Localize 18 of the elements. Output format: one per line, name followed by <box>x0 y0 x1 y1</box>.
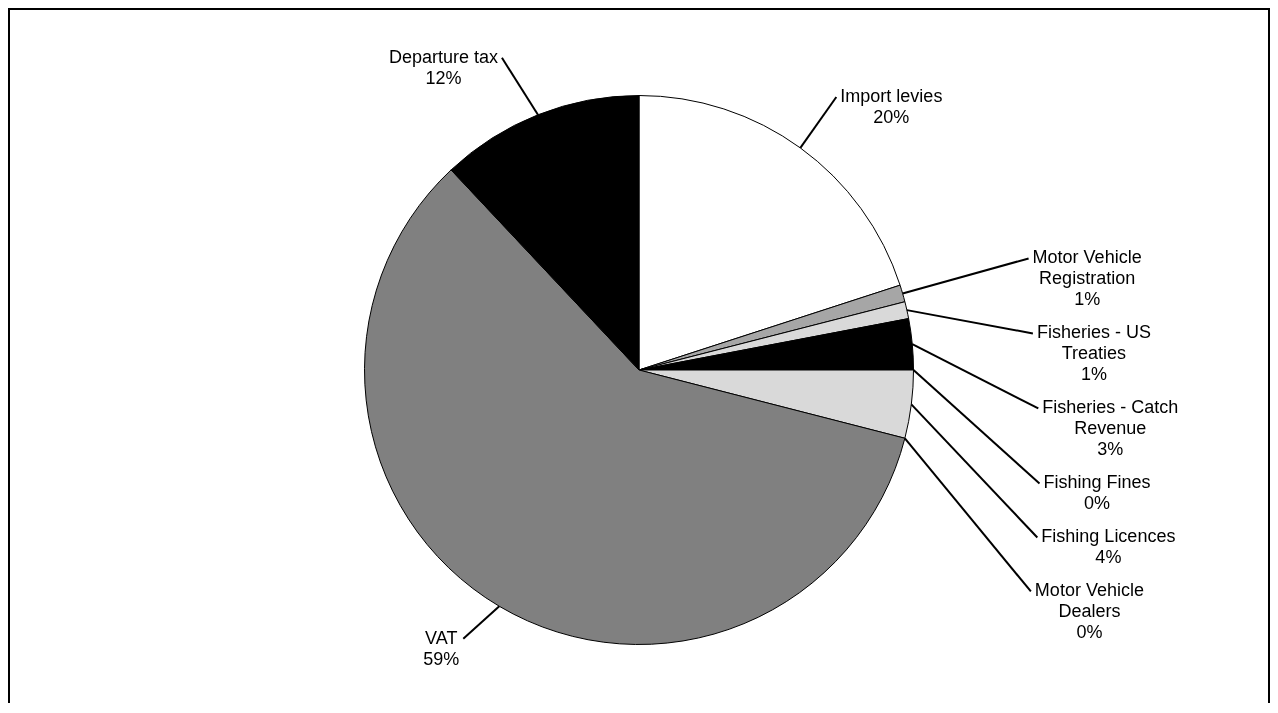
slice-label: Fisheries - Catch Revenue <box>1042 397 1179 439</box>
slice-label: Departure tax <box>388 46 498 67</box>
data-label: 4% <box>1095 547 1122 568</box>
category-label: Motor Vehicle Dealers <box>1034 580 1144 622</box>
slice-label: Fisheries - US Treaties <box>1036 322 1151 364</box>
data-label: 1% <box>1074 289 1101 310</box>
data-label: 3% <box>1097 439 1124 460</box>
data-label: 59% <box>423 648 460 669</box>
text: 0% <box>1084 493 1111 514</box>
data-label: 1% <box>1080 364 1107 385</box>
data-label: 12% <box>425 67 462 88</box>
slice-label: Fishing Licences <box>1041 526 1176 547</box>
slice-label: VAT <box>425 627 458 648</box>
slice-label: Import levies <box>840 85 943 106</box>
category-label: Fishing Fines <box>1043 472 1151 493</box>
data-label: 20% <box>873 106 910 127</box>
text: 0% <box>1076 622 1103 643</box>
slice-label: Motor Vehicle Registration <box>1032 247 1142 289</box>
